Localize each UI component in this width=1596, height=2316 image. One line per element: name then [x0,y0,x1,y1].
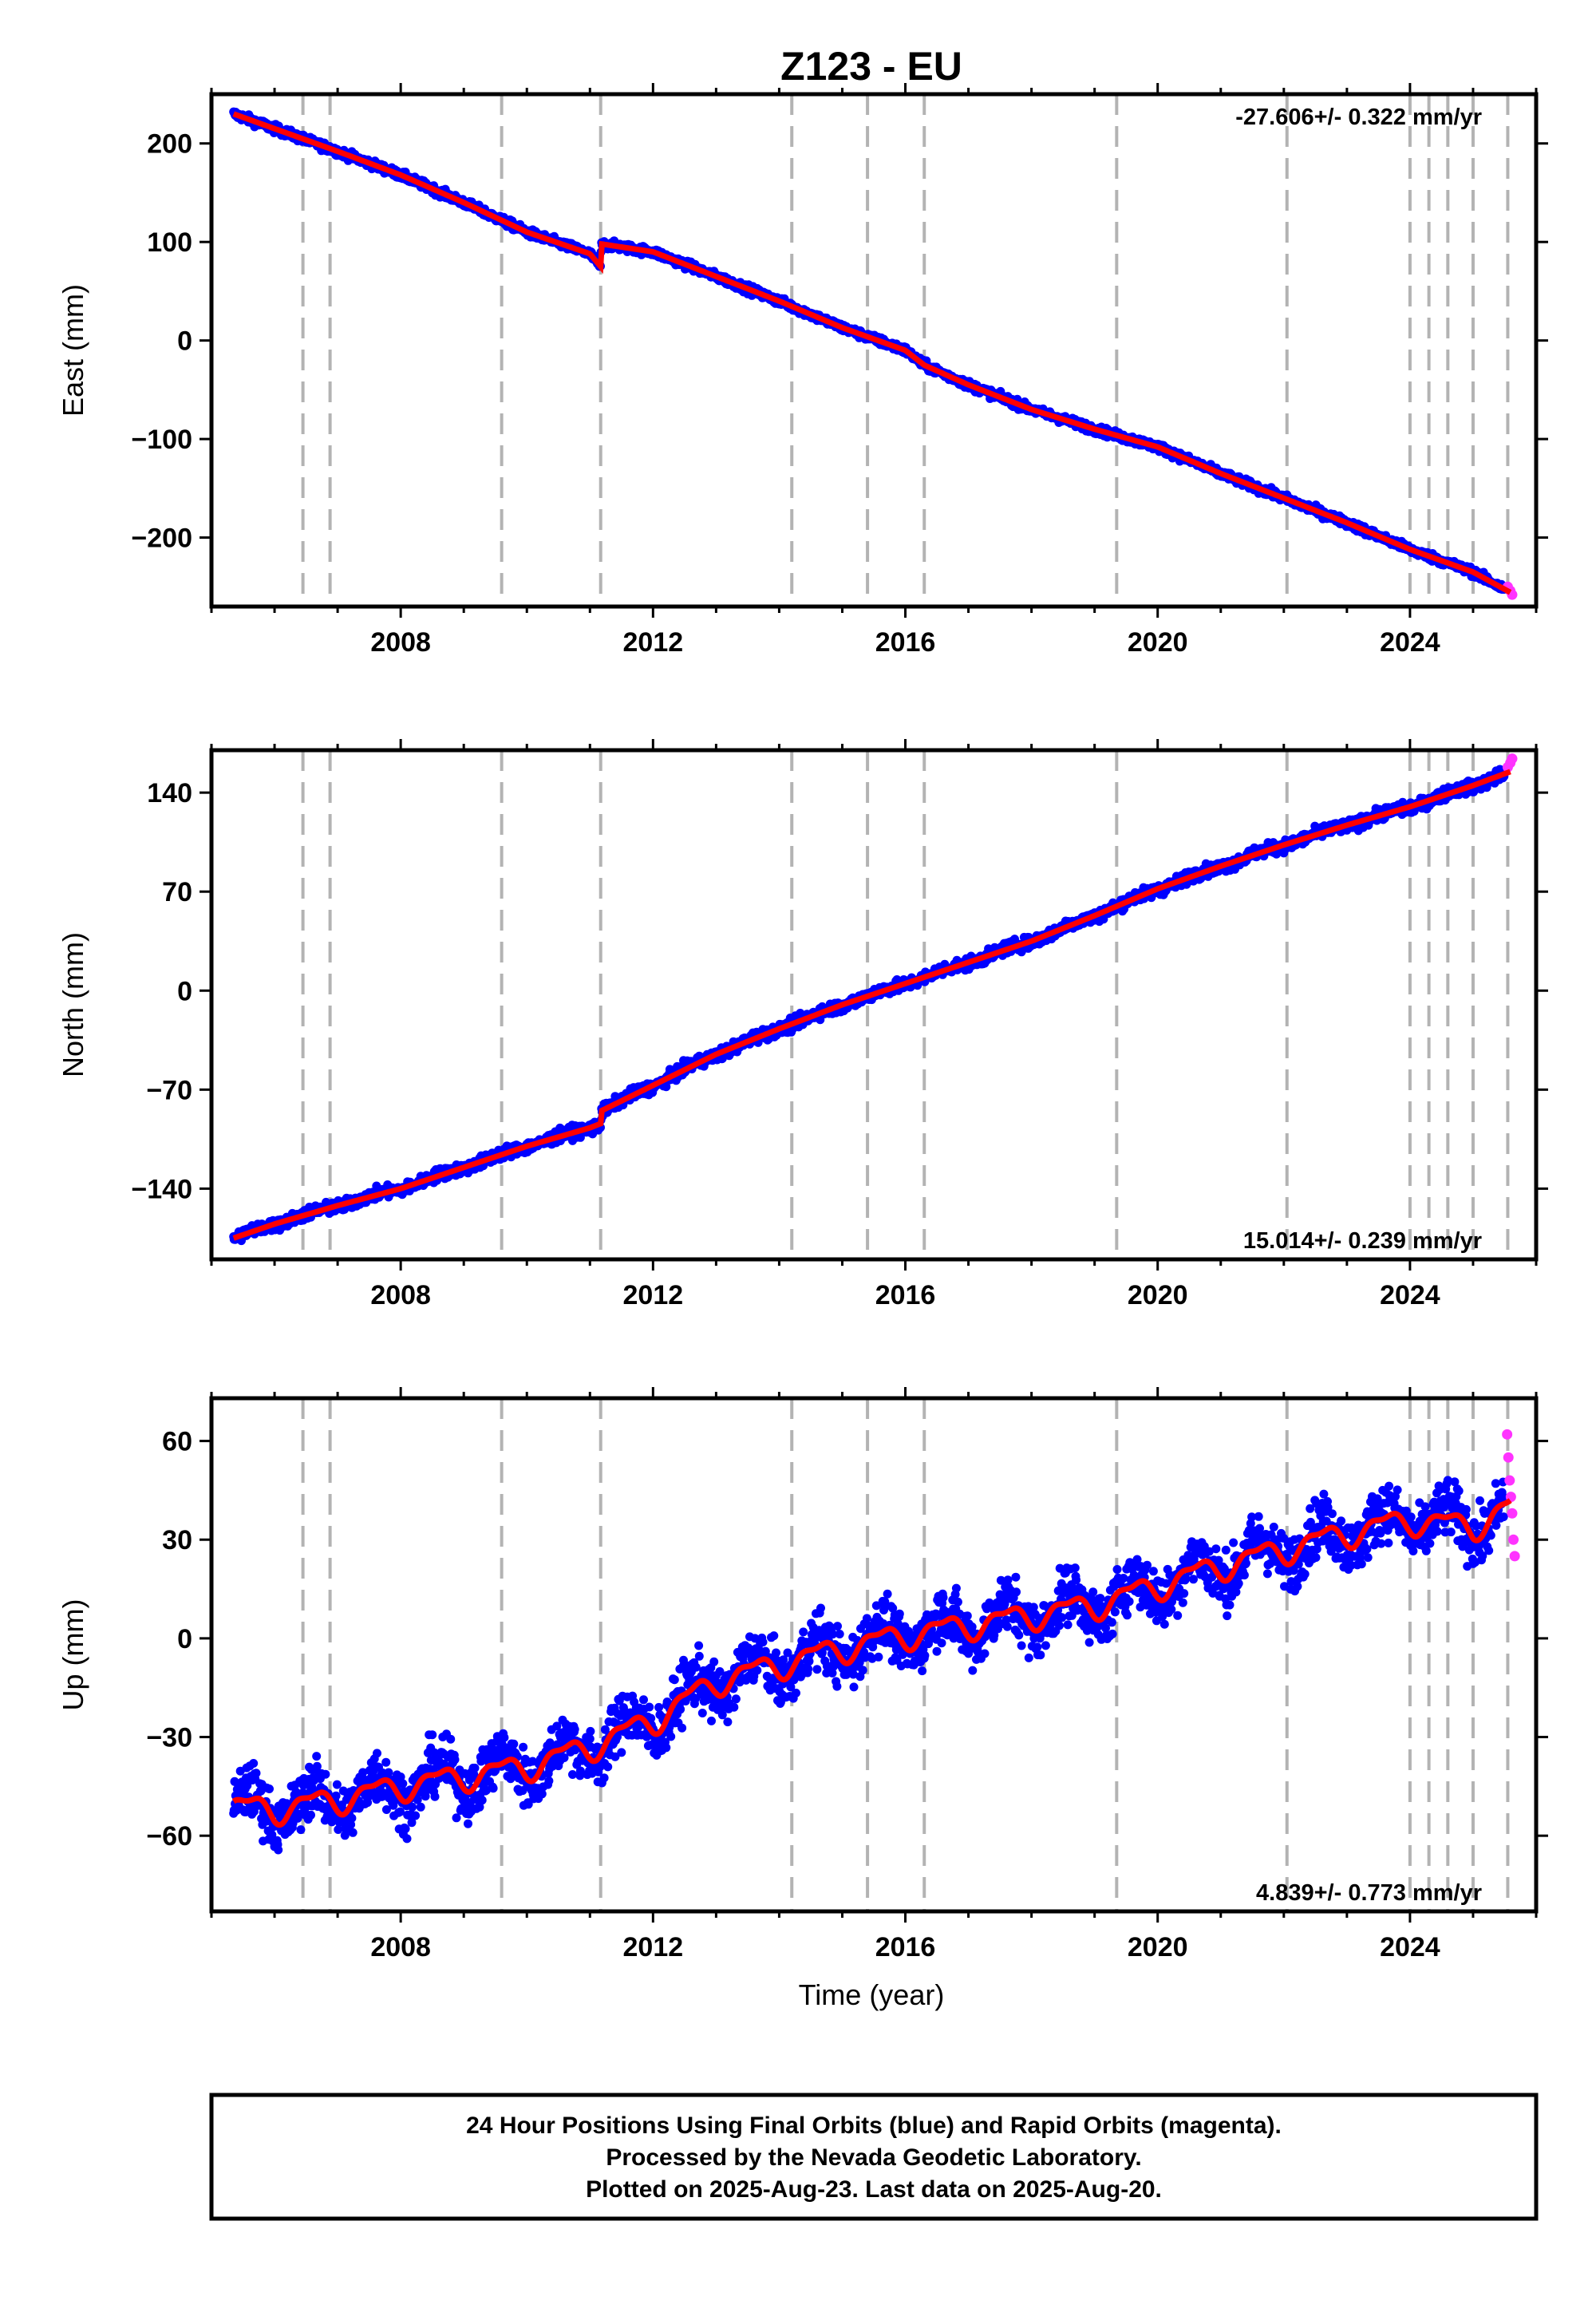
x-tick-label: 2008 [370,627,431,658]
x-tick-label: 2016 [875,1280,936,1310]
x-tick-label: 2012 [623,1280,684,1310]
figure-title: Z123 - EU [780,44,962,89]
y-tick-label: −100 [131,425,192,455]
x-tick-label: 2016 [875,627,936,658]
east-frame [209,92,1539,609]
x-tick-label: 2020 [1128,1280,1188,1310]
east-rate-label: -27.606+/- 0.322 mm/yr [1235,105,1482,130]
y-tick-label: 100 [147,227,192,258]
y-tick-label: −140 [131,1174,192,1204]
north-final-points [229,753,1518,1246]
east-model-line [232,111,1512,595]
rapid-point [1507,753,1518,765]
y-tick-label: 0 [177,326,192,357]
y-tick-label: 200 [147,129,192,160]
y-tick-label: −200 [131,524,192,554]
x-tick-label: 2024 [1380,1280,1440,1310]
x-tick-label: 2020 [1128,627,1188,658]
north-model-line [232,769,1511,1241]
x-tick-label: 2012 [623,627,684,658]
panel-east: 2008 2012 2016 2020 2024 −200 −100 0 100 200 East … [57,83,1548,658]
x-tick-label: 2008 [370,1280,431,1310]
east-final-points [229,107,1518,600]
x-tick-label: 2024 [1380,627,1440,658]
east-y-axis-label: East (mm) [57,284,89,417]
